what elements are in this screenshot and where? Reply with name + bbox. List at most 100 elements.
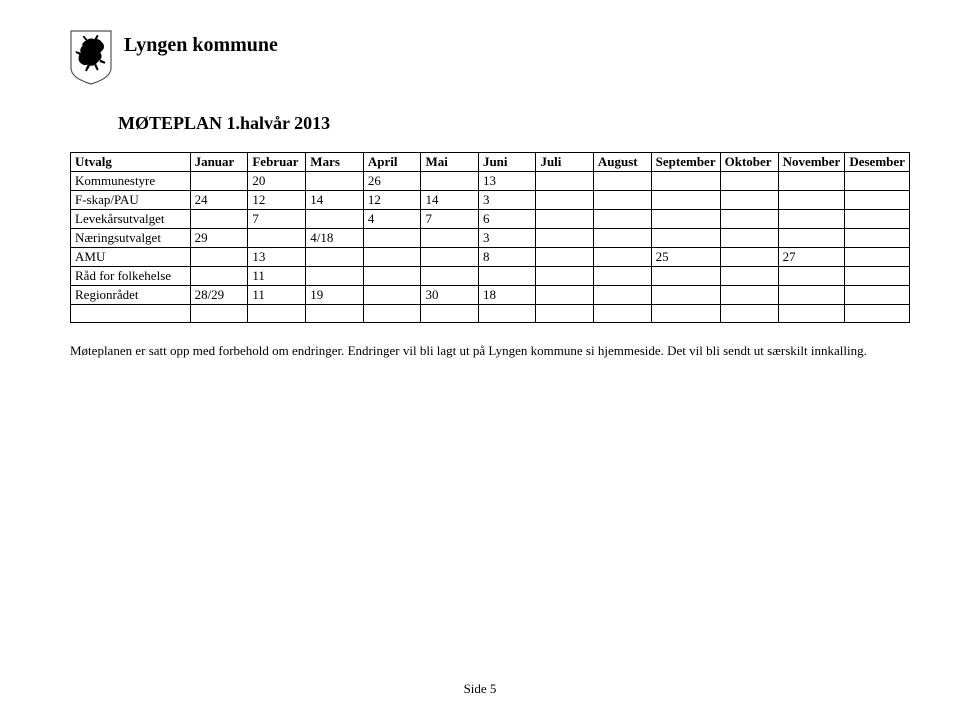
table-cell: 18 [478, 286, 536, 305]
table-cell: 19 [306, 286, 364, 305]
table-cell: 25 [651, 248, 720, 267]
table-cell [190, 172, 248, 191]
table-cell: 29 [190, 229, 248, 248]
table-cell: 3 [478, 191, 536, 210]
table-cell [536, 229, 593, 248]
table-body: Kommunestyre202613F-skap/PAU24121412143L… [71, 172, 910, 323]
table-cell [536, 305, 593, 323]
table-cell: 7 [421, 210, 478, 229]
table-cell: 6 [478, 210, 536, 229]
table-cell [593, 248, 651, 267]
table-cell: 3 [478, 229, 536, 248]
table-cell [778, 267, 845, 286]
row-label: Regionrådet [71, 286, 191, 305]
table-cell [363, 305, 421, 323]
page-header: Lyngen kommune [70, 30, 900, 85]
table-cell [651, 305, 720, 323]
page-container: Lyngen kommune MØTEPLAN 1.halvår 2013 Ut… [0, 0, 960, 389]
table-cell [363, 229, 421, 248]
table-cell: 12 [248, 191, 306, 210]
footnote-text: Møteplanen er satt opp med forbehold om … [70, 343, 900, 359]
table-cell: 14 [306, 191, 364, 210]
table-cell: 13 [248, 248, 306, 267]
table-row [71, 305, 910, 323]
table-cell [190, 248, 248, 267]
row-label: Kommunestyre [71, 172, 191, 191]
table-cell [778, 229, 845, 248]
table-cell [651, 191, 720, 210]
table-cell [363, 267, 421, 286]
table-cell [845, 267, 910, 286]
table-cell [720, 210, 778, 229]
col-header-nov: November [778, 153, 845, 172]
table-cell [593, 267, 651, 286]
table-cell [421, 305, 478, 323]
row-label: Levekårsutvalget [71, 210, 191, 229]
col-header-aug: August [593, 153, 651, 172]
document-subtitle: MØTEPLAN 1.halvår 2013 [118, 113, 900, 134]
table-cell [306, 172, 364, 191]
table-cell [778, 210, 845, 229]
table-cell [306, 305, 364, 323]
col-header-sep: September [651, 153, 720, 172]
table-cell [778, 191, 845, 210]
table-cell: 4/18 [306, 229, 364, 248]
table-cell [720, 172, 778, 191]
table-cell [536, 191, 593, 210]
table-cell [593, 210, 651, 229]
table-cell [536, 286, 593, 305]
table-cell: 11 [248, 267, 306, 286]
col-header-utvalg: Utvalg [71, 153, 191, 172]
col-header-feb: Februar [248, 153, 306, 172]
table-cell [720, 248, 778, 267]
col-header-jun: Juni [478, 153, 536, 172]
table-cell [845, 305, 910, 323]
table-cell [651, 210, 720, 229]
table-cell [536, 210, 593, 229]
table-cell [720, 267, 778, 286]
table-header-row: Utvalg Januar Februar Mars April Mai Jun… [71, 153, 910, 172]
table-cell: 30 [421, 286, 478, 305]
table-cell [421, 248, 478, 267]
col-header-mai: Mai [421, 153, 478, 172]
table-cell [248, 305, 306, 323]
table-cell [306, 267, 364, 286]
row-label: Råd for folkehelse [71, 267, 191, 286]
table-cell [190, 267, 248, 286]
table-row: Råd for folkehelse 11 [71, 267, 910, 286]
table-cell [720, 286, 778, 305]
page-number: Side 5 [0, 681, 960, 697]
table-cell: 4 [363, 210, 421, 229]
table-cell [478, 305, 536, 323]
table-cell [778, 172, 845, 191]
table-cell [248, 229, 306, 248]
table-cell: 13 [478, 172, 536, 191]
table-cell [593, 305, 651, 323]
col-header-okt: Oktober [720, 153, 778, 172]
row-label [71, 305, 191, 323]
table-cell [845, 286, 910, 305]
organization-name: Lyngen kommune [124, 34, 278, 57]
table-cell [593, 229, 651, 248]
table-cell [845, 210, 910, 229]
table-cell: 12 [363, 191, 421, 210]
row-label: Næringsutvalget [71, 229, 191, 248]
table-cell: 14 [421, 191, 478, 210]
row-label: F-skap/PAU [71, 191, 191, 210]
table-row: F-skap/PAU24121412143 [71, 191, 910, 210]
table-cell [306, 210, 364, 229]
table-cell [421, 172, 478, 191]
table-cell [651, 267, 720, 286]
meeting-plan-table: Utvalg Januar Februar Mars April Mai Jun… [70, 152, 910, 323]
coat-of-arms-icon [70, 30, 112, 85]
table-cell: 26 [363, 172, 421, 191]
table-cell [651, 286, 720, 305]
table-cell: 11 [248, 286, 306, 305]
col-header-des: Desember [845, 153, 910, 172]
table-cell [845, 248, 910, 267]
table-cell [421, 267, 478, 286]
table-cell: 8 [478, 248, 536, 267]
col-header-mar: Mars [306, 153, 364, 172]
row-label: AMU [71, 248, 191, 267]
table-cell [778, 286, 845, 305]
